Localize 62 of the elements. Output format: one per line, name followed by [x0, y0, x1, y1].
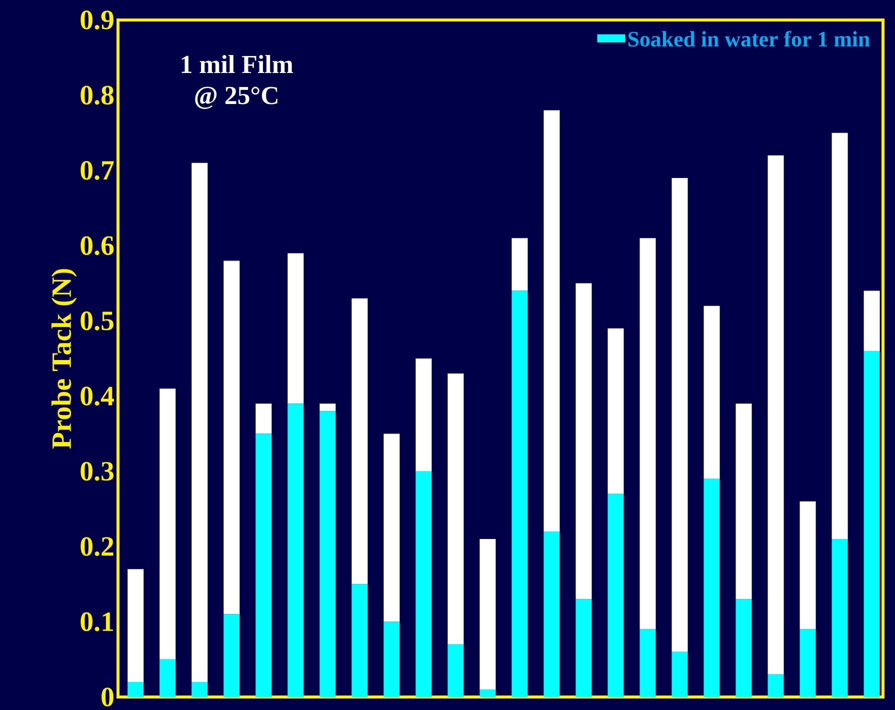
annotation: 1 mil Film [182, 55, 293, 73]
bar [384, 622, 400, 697]
bar [608, 328, 624, 494]
bar [288, 404, 304, 697]
bar [192, 162, 208, 682]
bar [864, 350, 880, 697]
bar [768, 674, 784, 697]
y-tick-label: 0.9 [80, 10, 114, 30]
bar [256, 434, 272, 697]
bar [128, 682, 144, 697]
bar [768, 155, 784, 674]
bar [640, 629, 656, 697]
bar [448, 374, 464, 644]
bar [416, 358, 432, 472]
y-tick-label: 0 [102, 688, 114, 706]
bar [800, 501, 816, 630]
bar [576, 599, 592, 697]
bar [512, 238, 528, 291]
y-tick-label: 0.3 [80, 462, 114, 481]
bar [672, 178, 688, 652]
bar [224, 260, 240, 614]
bar [448, 644, 464, 697]
bar [160, 388, 176, 660]
bar [256, 404, 272, 434]
bar [320, 411, 336, 697]
y-tick-label: 0.2 [80, 537, 114, 556]
bar [800, 629, 816, 697]
bar [480, 689, 496, 697]
bar [672, 652, 688, 697]
y-tick-label: 0.5 [80, 311, 114, 330]
bar [416, 471, 432, 697]
y-tick-label: 0.6 [80, 236, 114, 256]
bar [224, 614, 240, 697]
bar [736, 599, 752, 697]
bar [640, 238, 656, 630]
y-axis-title: Probe Tack (N) [51, 269, 77, 449]
bar [384, 434, 400, 622]
bar [832, 132, 848, 540]
bar [576, 283, 592, 600]
legend-label: Soaked in water for 1 min [628, 30, 870, 47]
bar [544, 110, 560, 532]
bar [320, 404, 336, 412]
y-tick-label: 0.1 [80, 612, 114, 632]
bar [160, 659, 176, 697]
y-tick-label: 0.4 [80, 386, 114, 406]
y-tick-label: 0.7 [80, 160, 114, 180]
bar [480, 539, 496, 690]
bar [128, 569, 144, 682]
bar [192, 682, 208, 697]
bar [864, 290, 880, 351]
bar [736, 404, 752, 600]
bar [512, 290, 528, 697]
bar [704, 478, 720, 697]
bar [544, 532, 560, 697]
bar [352, 584, 368, 697]
bar [352, 298, 368, 584]
bar [288, 253, 304, 404]
annotation: @ 25°C [195, 86, 278, 109]
bar [832, 539, 848, 697]
bar [704, 306, 720, 479]
bar [608, 494, 624, 697]
y-tick-label: 0.8 [80, 86, 114, 105]
